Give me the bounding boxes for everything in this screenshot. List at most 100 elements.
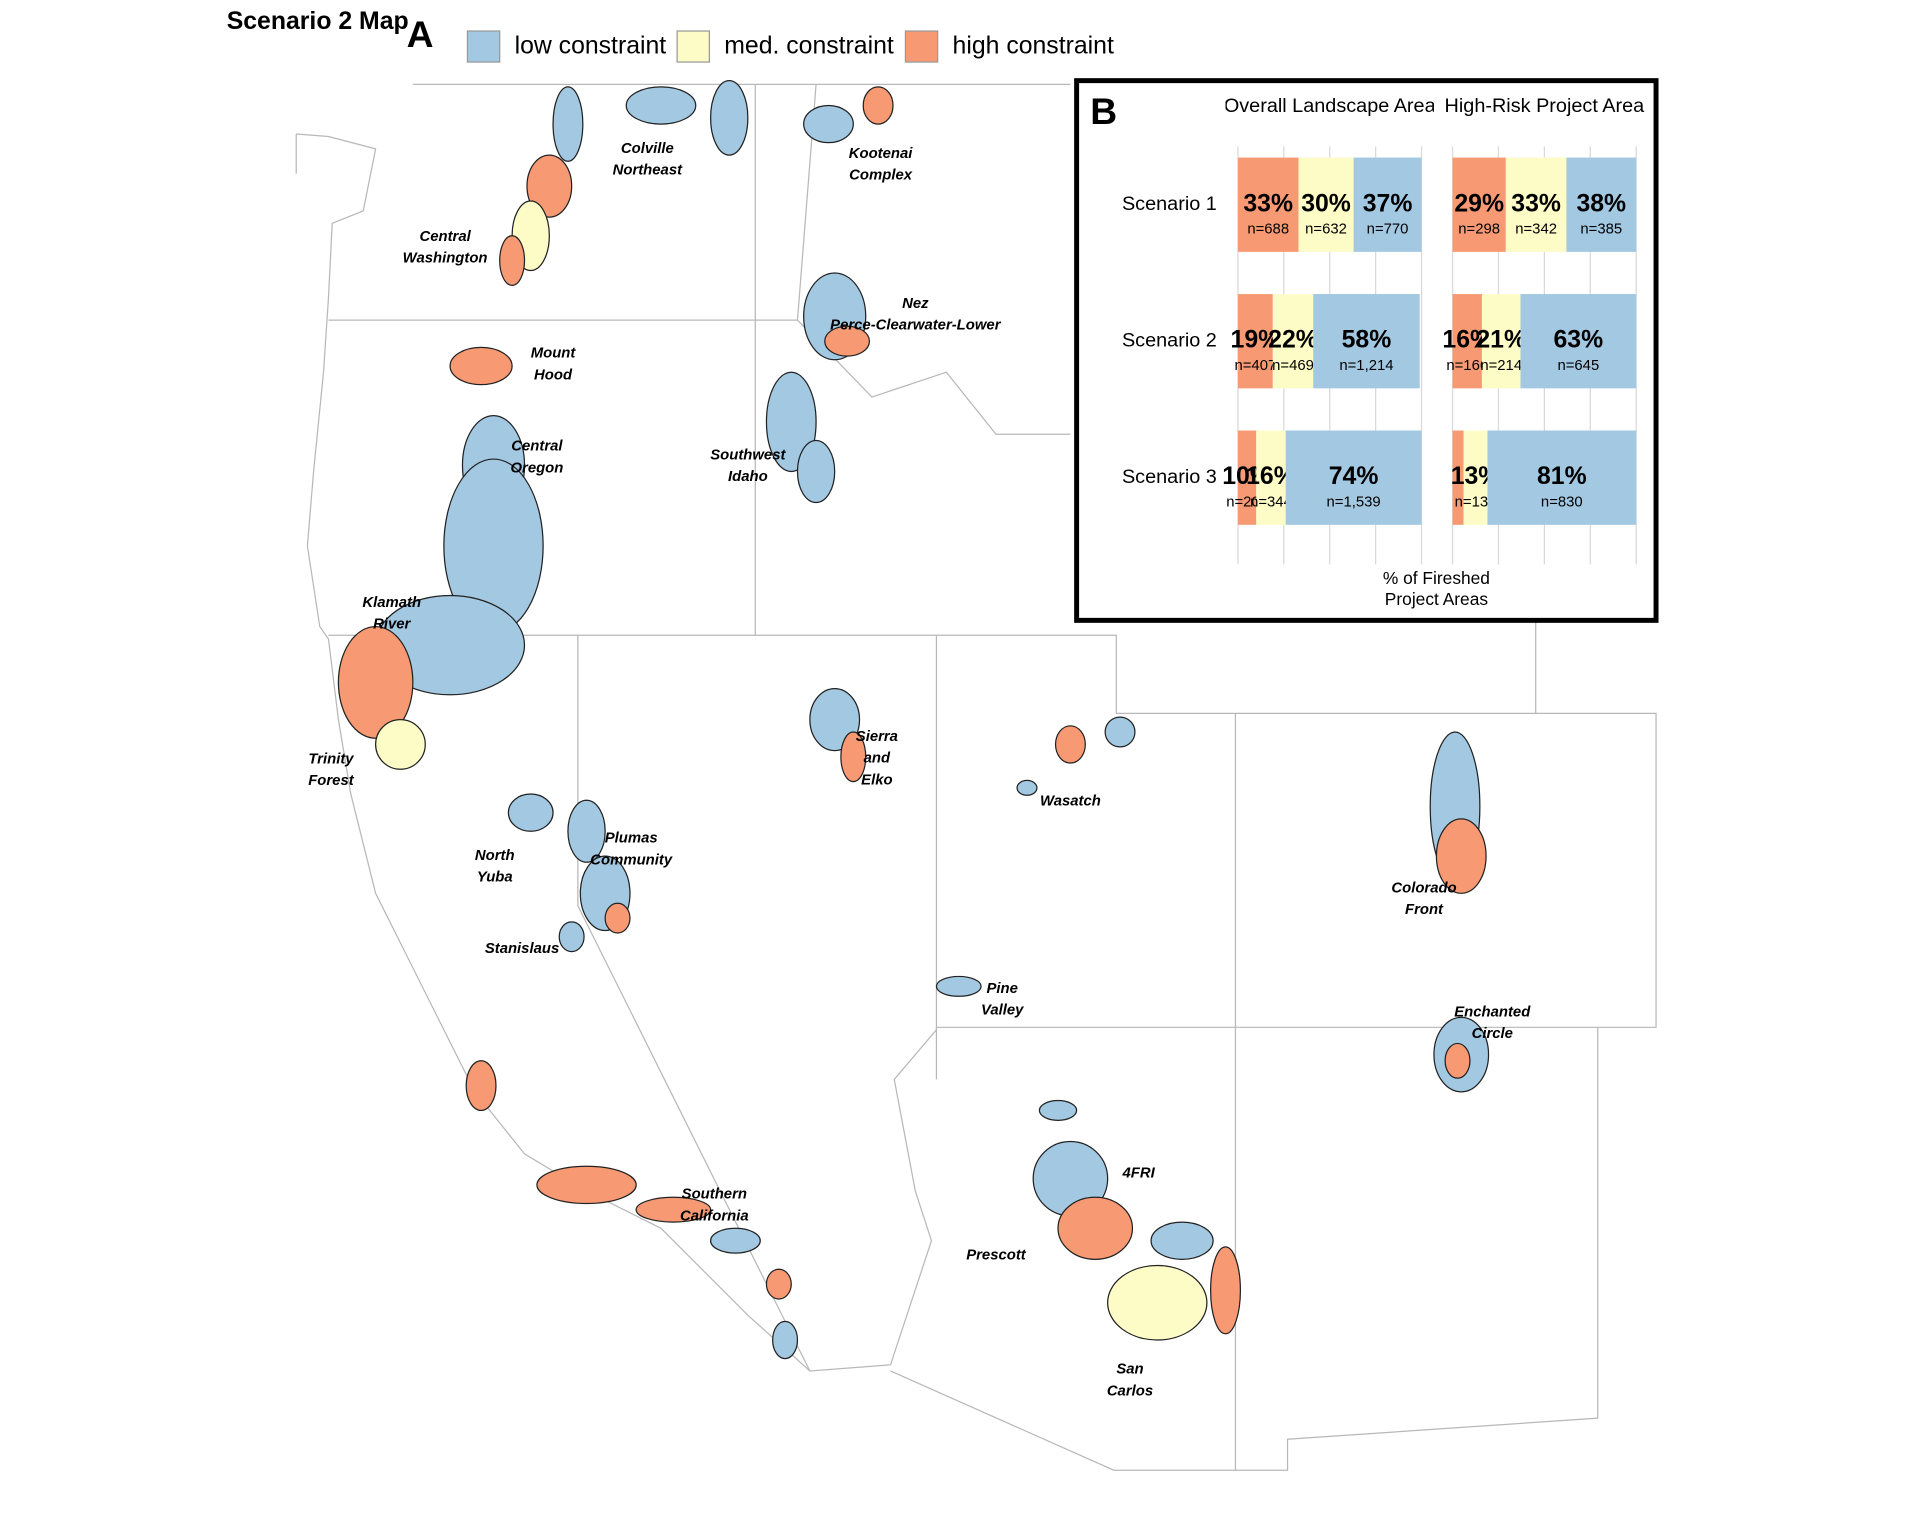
bar-segment	[1520, 294, 1637, 389]
count-label: n=342	[1515, 221, 1557, 237]
region-label: Northeast	[613, 163, 683, 179]
fireshed-cluster	[604, 902, 631, 934]
legend-label: high constraint	[953, 33, 1114, 60]
count-label: n=344	[1250, 494, 1292, 510]
count-label: n=469	[1272, 358, 1314, 374]
region-label: Washington	[403, 251, 488, 267]
legend-label: med. constraint	[724, 33, 894, 60]
region-label: Trinity	[308, 751, 354, 767]
bar-segment	[1452, 157, 1506, 252]
fireshed-cluster	[935, 975, 982, 997]
count-label: n=166	[1446, 358, 1488, 374]
count-label: n=1,539	[1327, 494, 1381, 510]
region-label: Complex	[849, 167, 913, 183]
fireshed-cluster	[558, 921, 585, 953]
fireshed-cluster	[375, 718, 426, 770]
fireshed-cluster	[840, 731, 867, 783]
legend-swatch	[676, 30, 710, 63]
region-label: Nez	[902, 296, 929, 312]
region-label: Circle	[1472, 1026, 1513, 1042]
bar-segment	[1505, 157, 1567, 252]
fireshed-cluster	[796, 439, 836, 504]
fireshed-cluster	[1054, 725, 1086, 764]
bar-segment	[1463, 430, 1488, 525]
value-label: 81%	[1537, 463, 1587, 490]
bar-segment	[1487, 430, 1637, 525]
fireshed-cluster	[625, 86, 697, 125]
fireshed-cluster	[709, 1227, 761, 1254]
region-label: San	[1116, 1362, 1143, 1378]
fireshed-cluster	[337, 625, 414, 739]
legend-swatch	[904, 30, 939, 63]
region-label: Southern	[682, 1187, 747, 1203]
bar-segment	[1452, 430, 1464, 525]
panel-label: A	[407, 13, 434, 55]
region-label: Elko	[861, 772, 892, 788]
region-label: Hood	[534, 367, 573, 383]
value-label: 33%	[1511, 190, 1561, 217]
bar-segment	[1353, 157, 1422, 252]
legend: low constraint med. constraint high constr…	[466, 30, 1114, 63]
region-label: Front	[1405, 902, 1444, 918]
inset-chart: Scenario 1 Scenario 2 Scenario 3 Overall La…	[1122, 95, 1645, 609]
x-axis-label: % of Fireshed	[1383, 568, 1490, 588]
region-label: Oregon	[510, 460, 563, 476]
count-label: n=298	[1458, 221, 1500, 237]
bar-segment	[1481, 294, 1521, 389]
value-label: 38%	[1576, 190, 1626, 217]
fireshed-cluster	[1150, 1221, 1214, 1260]
bar-segment	[1237, 294, 1273, 389]
region-label: Carlos	[1107, 1383, 1153, 1399]
value-label: 22%	[1268, 327, 1318, 354]
bar-segment	[1452, 294, 1482, 389]
bar-segment	[1272, 294, 1314, 389]
legend-swatch	[466, 30, 501, 63]
region-label: Perce-Clearwater-Lower	[830, 318, 1002, 334]
fireshed-cluster	[552, 86, 584, 162]
legend-label: low constraint	[515, 33, 667, 60]
region-label: Community	[590, 852, 673, 868]
category-label: Scenario 3	[1122, 466, 1217, 488]
fireshed-cluster	[803, 104, 854, 144]
region-label: Pine	[986, 981, 1017, 997]
bar-segment	[1256, 430, 1286, 525]
region-label: Stanislaus	[485, 941, 559, 957]
region-label: and	[864, 751, 891, 767]
fireshed-cluster	[765, 371, 817, 473]
fireshed-cluster	[1435, 818, 1487, 894]
count-label: n=688	[1247, 221, 1289, 237]
fireshed-cluster	[449, 346, 513, 386]
fireshed-cluster	[765, 1268, 792, 1300]
count-label: n=632	[1305, 221, 1347, 237]
region-label: Prescott	[966, 1248, 1027, 1264]
fireshed-cluster	[465, 1060, 497, 1112]
fireshed-cluster	[536, 1165, 637, 1205]
fireshed-cluster	[1210, 1246, 1242, 1335]
fireshed-cluster	[1107, 1264, 1208, 1341]
count-label: n=830	[1541, 494, 1583, 510]
facet-title: High-Risk Project Area	[1445, 95, 1646, 117]
bar-segment	[1237, 430, 1257, 525]
value-label: 63%	[1554, 327, 1604, 354]
region-label: Yuba	[477, 870, 513, 886]
fireshed-cluster	[507, 793, 554, 832]
value-label: 58%	[1342, 327, 1392, 354]
fireshed-cluster	[772, 1320, 799, 1360]
fireshed-cluster	[824, 325, 871, 357]
fireshed-cluster	[1038, 1099, 1078, 1121]
count-label: n=1,214	[1339, 358, 1393, 374]
count-label: n=385	[1580, 221, 1622, 237]
facet-title: Overall Landscape Area	[1224, 95, 1437, 117]
region-label: Plumas	[605, 831, 658, 847]
count-label: n=214	[1480, 358, 1522, 374]
region-label: Central	[419, 229, 471, 245]
value-label: 30%	[1301, 190, 1351, 217]
fireshed-cluster	[567, 799, 606, 863]
region-label: California	[680, 1208, 749, 1224]
bar-segment	[1237, 157, 1299, 252]
value-label: 29%	[1454, 190, 1504, 217]
coastline	[296, 83, 1071, 1372]
category-label: Scenario 1	[1122, 193, 1217, 215]
fireshed-cluster	[526, 154, 573, 218]
